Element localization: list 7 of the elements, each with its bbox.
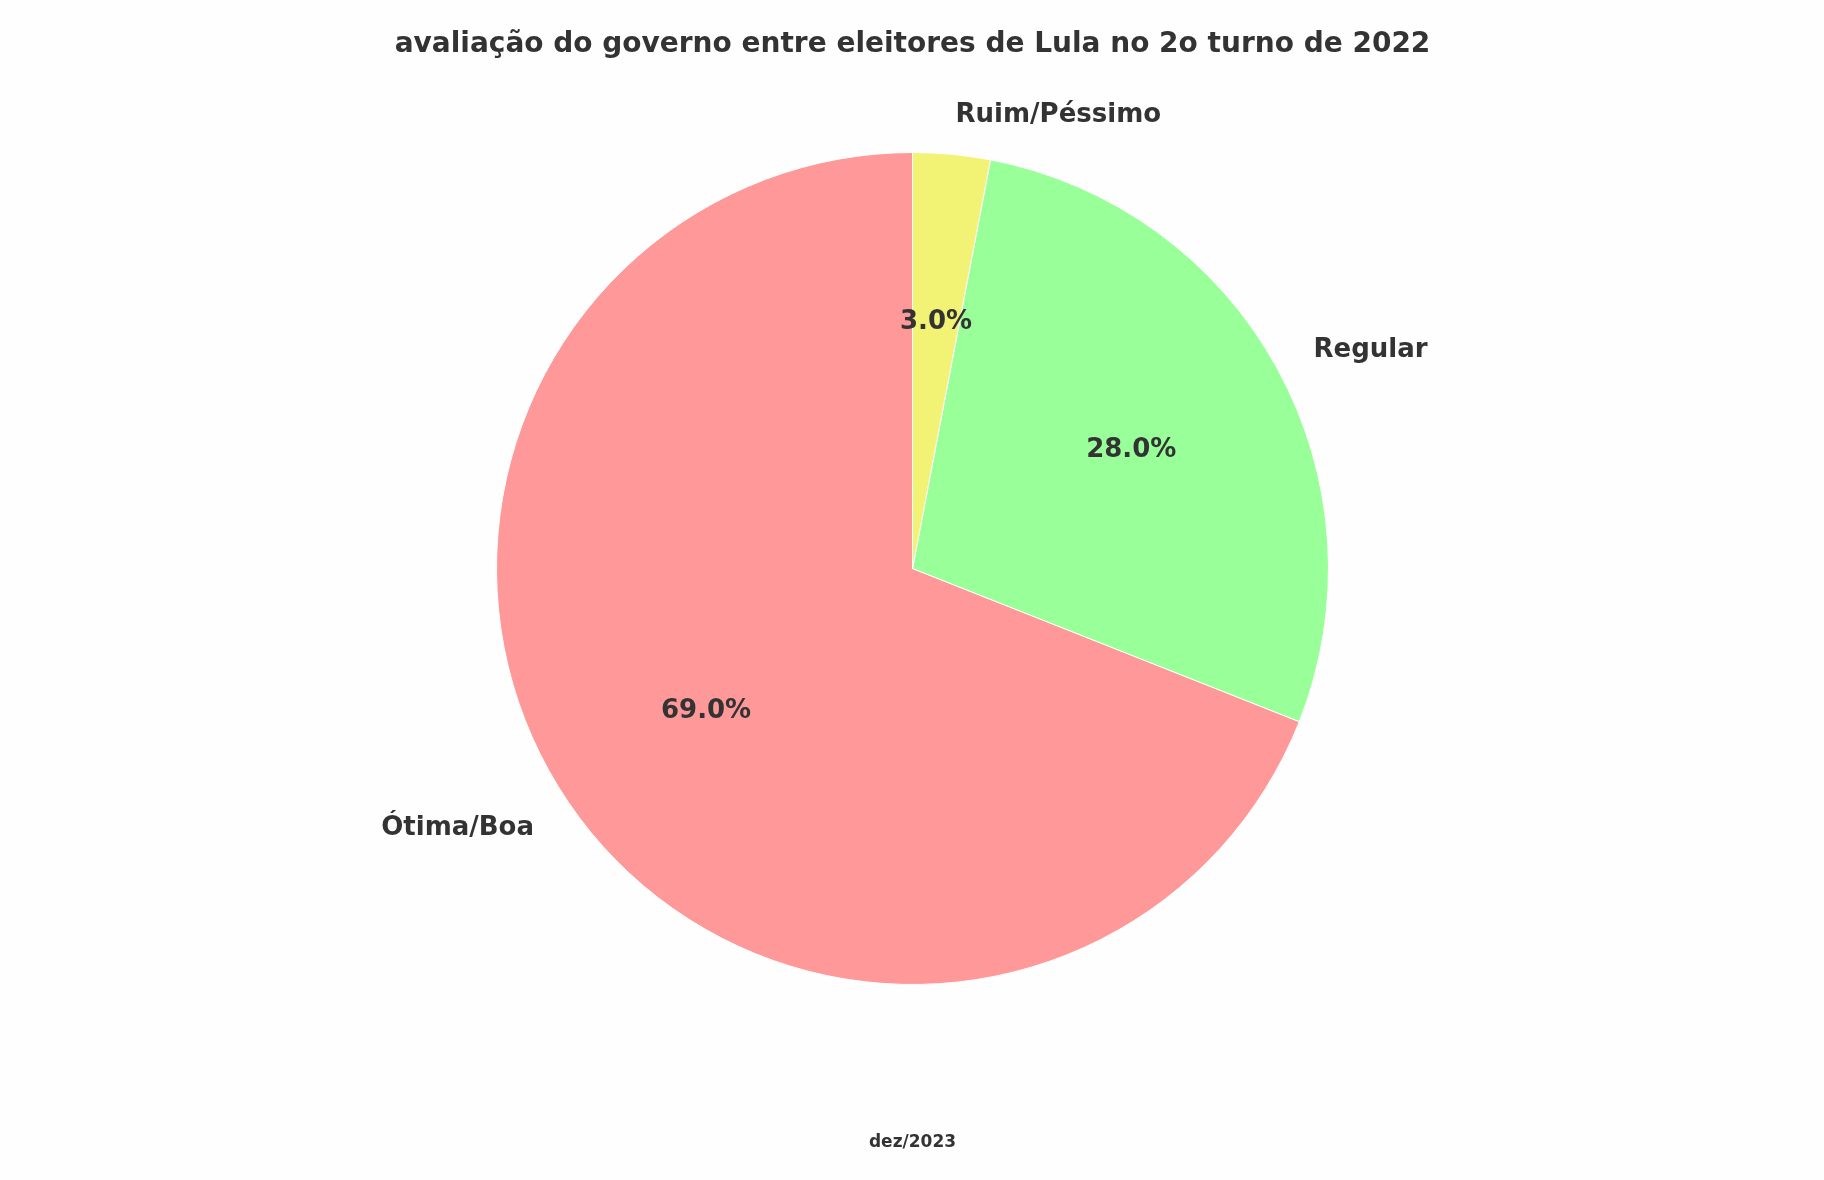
slice-label: Regular xyxy=(1313,333,1428,364)
data-label: 69.0% xyxy=(660,693,752,724)
data-label: 28.0% xyxy=(1086,433,1177,464)
text: dez/2023 xyxy=(868,1130,957,1151)
chart-title: avaliação do governo entre eleitores de Lula no 2o turno de 2022 xyxy=(394,26,1431,59)
slice-label: Ótima/Boa xyxy=(381,809,535,841)
slice-label: Ruim/Péssimo xyxy=(955,97,1162,128)
